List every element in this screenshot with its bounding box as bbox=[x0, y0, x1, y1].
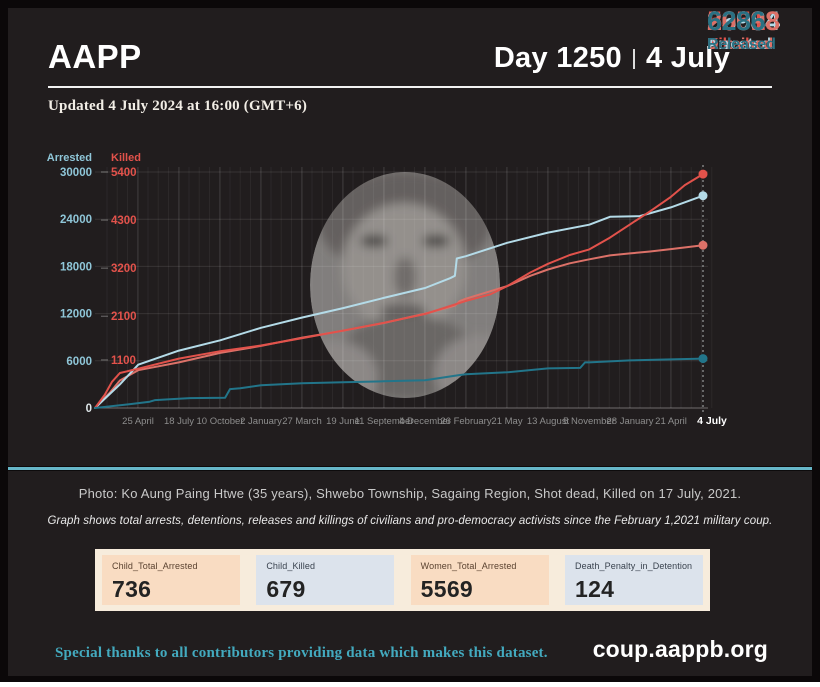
stat-women-total-arrested: Women_Total_Arrested 5569 bbox=[410, 555, 549, 605]
svg-text:18 July: 18 July bbox=[164, 416, 194, 427]
svg-text:1100: 1100 bbox=[111, 355, 136, 367]
arrested-total: 26984 bbox=[707, 6, 780, 36]
updated-timestamp: Updated 4 July 2024 at 16:00 (GMT+6) bbox=[48, 98, 308, 114]
svg-text:28 January: 28 January bbox=[606, 416, 653, 427]
chart-series bbox=[94, 169, 708, 409]
detained-total-caption: Detained bbox=[707, 36, 773, 53]
detained-total: 20698 bbox=[707, 6, 780, 36]
svg-text:0: 0 bbox=[86, 403, 92, 415]
killed-total-caption: Killed bbox=[707, 36, 750, 53]
stat-value: 679 bbox=[266, 576, 306, 602]
footer: Special thanks to all contributors provi… bbox=[8, 636, 812, 663]
stats-strip: Child_Total_Arrested 736 Child_Killed 67… bbox=[95, 549, 710, 611]
end-label: 26984 Arrested bbox=[707, 8, 780, 53]
stat-label: Death_Penalty_in_Detention bbox=[574, 561, 693, 571]
released-total: 6286 bbox=[707, 6, 766, 36]
svg-text:5 November: 5 November bbox=[563, 416, 615, 427]
svg-text:10 October: 10 October bbox=[197, 416, 244, 427]
stat-child-total-arrested: Child_Total_Arrested 736 bbox=[102, 555, 240, 605]
svg-text:11 September: 11 September bbox=[355, 416, 414, 427]
header-date: 4 July bbox=[645, 42, 730, 74]
poster-panel: AAPP Day 1250 4 July Updated 4 July 2024… bbox=[8, 8, 812, 676]
killed-total: 5351 bbox=[707, 6, 766, 36]
stat-label: Women_Total_Arrested bbox=[420, 561, 517, 571]
end-label: 20698 Detained bbox=[707, 8, 780, 53]
svg-text:19 June: 19 June bbox=[326, 416, 360, 427]
arrested-total-caption: Arrested bbox=[707, 36, 772, 53]
svg-text:2 January: 2 January bbox=[240, 416, 282, 427]
stat-label: Child_Killed bbox=[266, 561, 316, 571]
stat-label: Child_Total_Arrested bbox=[112, 561, 198, 571]
svg-text:4300: 4300 bbox=[111, 215, 137, 227]
end-label: 5351 Killed bbox=[707, 6, 766, 53]
svg-text:13 August: 13 August bbox=[527, 416, 570, 427]
stat-child-killed: Child_Killed 679 bbox=[256, 555, 395, 605]
stat-death-penalty-in-detention: Death_Penalty_in_Detention 124 bbox=[564, 555, 703, 605]
header-rule bbox=[48, 86, 772, 88]
svg-text:12000: 12000 bbox=[60, 309, 92, 321]
teal-divider bbox=[8, 467, 812, 470]
svg-text:25 April: 25 April bbox=[122, 416, 154, 427]
svg-text:Killed: Killed bbox=[111, 152, 141, 164]
photo-caption: Photo: Ko Aung Paing Htwe (35 years), Sh… bbox=[78, 486, 742, 501]
svg-text:26 February: 26 February bbox=[440, 416, 491, 427]
svg-text:6000: 6000 bbox=[66, 356, 92, 368]
day-counter-label: Day 1250 bbox=[493, 42, 622, 74]
site-url: coup.aappb.org bbox=[592, 636, 768, 662]
svg-text:4 December: 4 December bbox=[399, 416, 451, 427]
stat-value: 736 bbox=[112, 576, 152, 602]
svg-text:30000: 30000 bbox=[60, 167, 92, 179]
svg-text:5400: 5400 bbox=[111, 167, 137, 179]
svg-text:24000: 24000 bbox=[60, 214, 92, 226]
svg-text:21 May: 21 May bbox=[491, 416, 522, 427]
stat-value: 124 bbox=[574, 576, 615, 602]
graph-note: Graph shows total arrests, detentions, r… bbox=[47, 515, 773, 527]
svg-text:3200: 3200 bbox=[111, 263, 137, 275]
vertical-separator bbox=[632, 48, 635, 69]
end-label: 6286 Released bbox=[707, 8, 776, 53]
brand-title: AAPP bbox=[48, 38, 142, 75]
svg-text:21 April: 21 April bbox=[655, 416, 687, 427]
svg-text:2100: 2100 bbox=[111, 311, 137, 323]
svg-text:18000: 18000 bbox=[60, 261, 92, 273]
released-total-caption: Released bbox=[707, 36, 776, 53]
stat-value: 5569 bbox=[420, 576, 474, 602]
thanks-text: Special thanks to all contributors provi… bbox=[55, 645, 548, 661]
page-bottom-edge bbox=[0, 682, 820, 687]
svg-text:27 March: 27 March bbox=[282, 416, 322, 427]
svg-text:Arrested: Arrested bbox=[47, 152, 92, 164]
day-counter: Day 1250 4 July bbox=[494, 42, 730, 75]
svg-text:4 July: 4 July bbox=[697, 415, 727, 427]
